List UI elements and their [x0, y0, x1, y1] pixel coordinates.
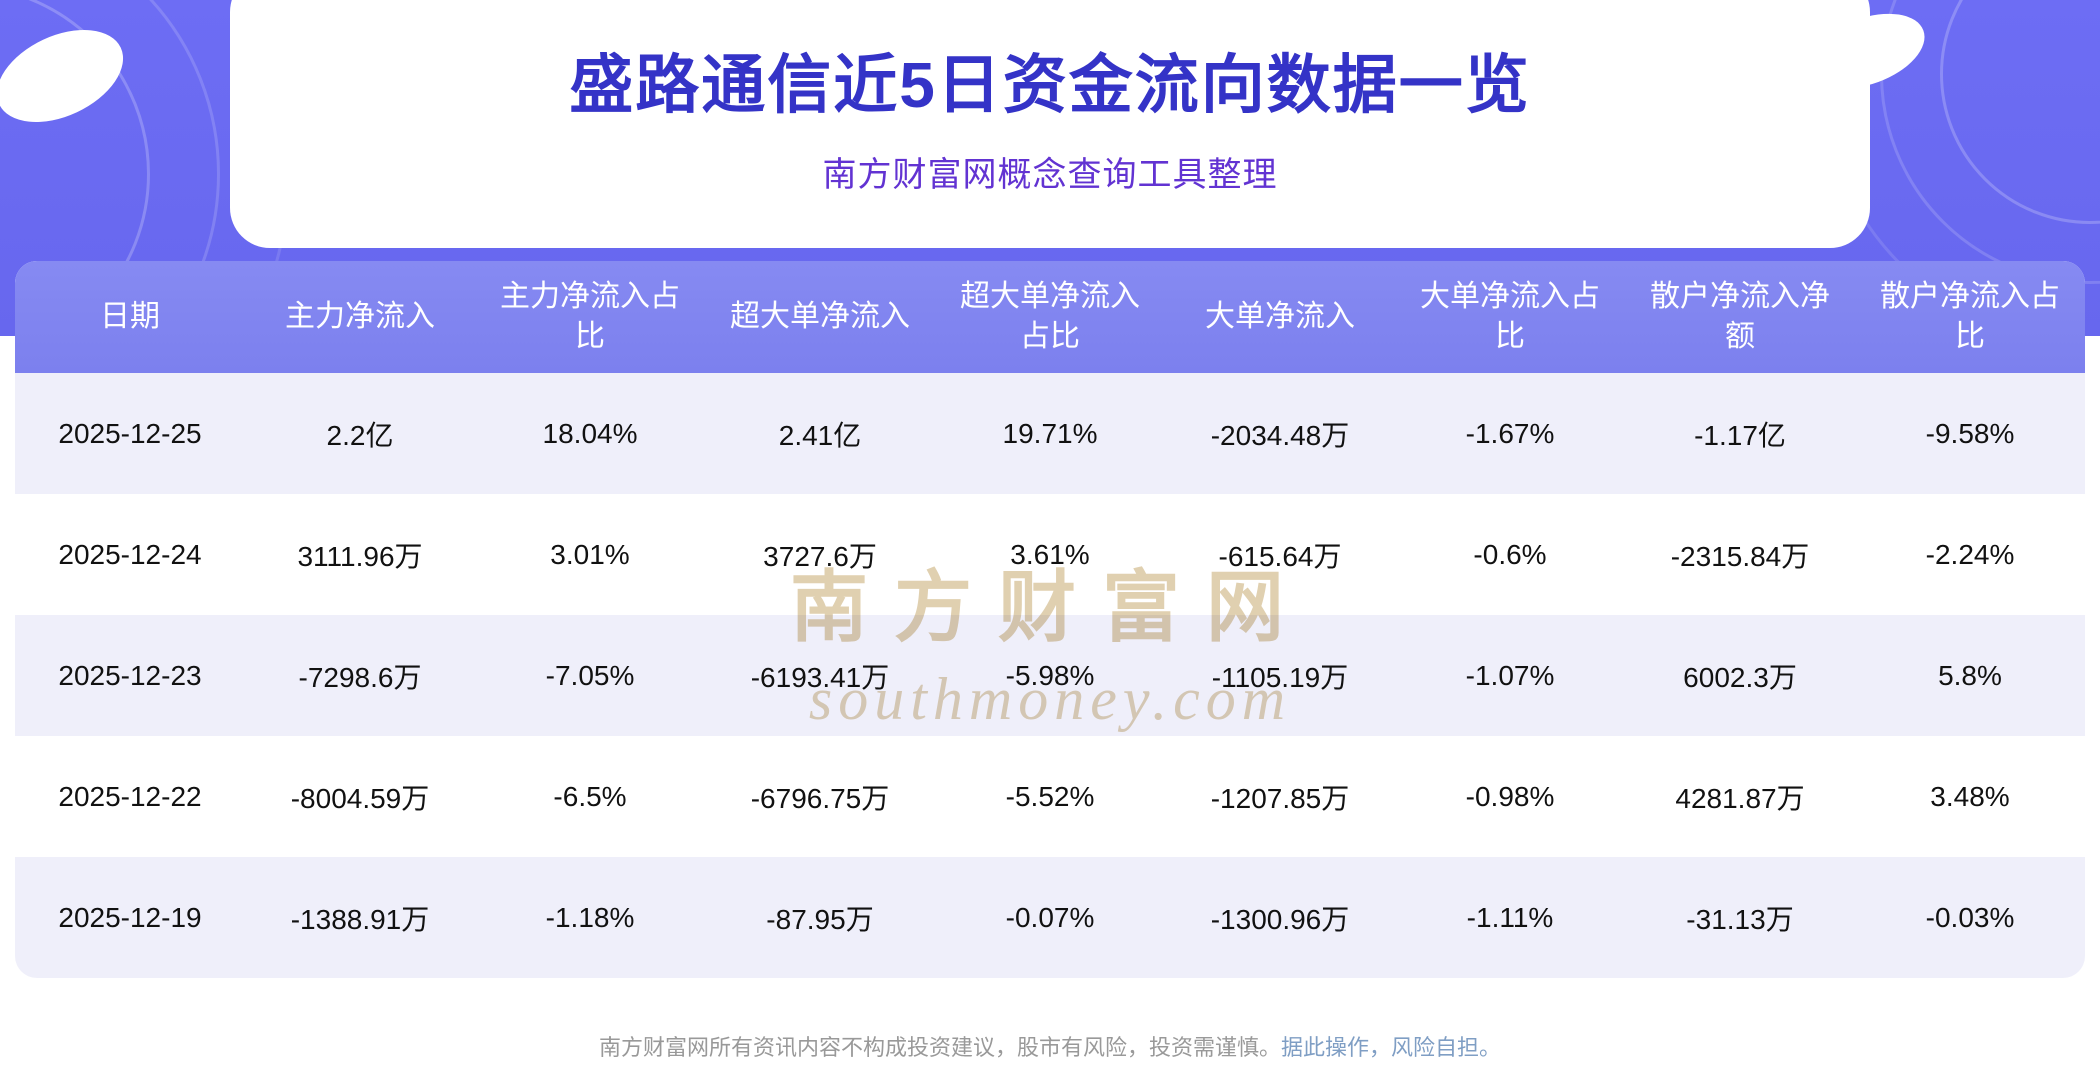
- column-header: 超大单净流入: [730, 299, 910, 333]
- value-cell: -0.07%: [1005, 901, 1095, 933]
- value-cell: -1.11%: [1466, 901, 1554, 933]
- value-cell: 3727.6万: [763, 540, 877, 572]
- value-cell: -2034.48万: [1210, 419, 1350, 451]
- value-cell: -6193.41万: [750, 661, 890, 693]
- value-cell: -1.67%: [1465, 417, 1555, 449]
- table-row: 2025-12-25 2.2亿 18.04% 2.41亿 19.71% -2034.48万…: [15, 373, 2085, 494]
- value-cell: -6.5%: [553, 780, 627, 812]
- column-header: 主力净流入占比: [500, 279, 680, 354]
- disclaimer-text: 南方财富网所有资讯内容不构成投资建议，股市有风险，投资需谨慎。: [598, 1035, 1281, 1060]
- column-header: 超大单净流入占比: [960, 279, 1140, 354]
- value-cell: 4281.87万: [1675, 782, 1805, 814]
- value-cell: 2.41亿: [778, 419, 862, 451]
- value-cell: -1105.19万: [1211, 661, 1349, 693]
- title-card: 盛路通信近5日资金流向数据一览 南方财富网概念查询工具整理: [230, 0, 1870, 248]
- column-header: 大单净流入: [1205, 299, 1355, 333]
- date-cell: 2025-12-23: [58, 659, 202, 691]
- column-header: 主力净流入: [285, 299, 435, 333]
- column-header: 大单净流入占比: [1420, 279, 1600, 354]
- value-cell: 5.8%: [1938, 659, 2002, 691]
- value-cell: -1300.96万: [1210, 903, 1350, 935]
- date-cell: 2025-12-25: [58, 417, 202, 449]
- value-cell: -1388.91万: [290, 903, 430, 935]
- value-cell: -0.03%: [1925, 901, 2015, 933]
- value-cell: -1207.85万: [1210, 782, 1350, 814]
- value-cell: 3.48%: [1930, 780, 2010, 812]
- value-cell: -5.52%: [1005, 780, 1095, 812]
- column-header: 散户净流入净额: [1650, 279, 1830, 354]
- table-row: 2025-12-23 -7298.6万 -7.05% -6193.41万 -5.98% -…: [15, 615, 2085, 736]
- value-cell: -6796.75万: [750, 782, 890, 814]
- table-body: 2025-12-25 2.2亿 18.04% 2.41亿 19.71% -2034.48万…: [15, 373, 2085, 978]
- value-cell: -0.6%: [1473, 538, 1547, 570]
- value-cell: -5.98%: [1005, 659, 1095, 691]
- value-cell: 6002.3万: [1683, 661, 1797, 693]
- table-row: 2025-12-22 -8004.59万 -6.5% -6796.75万 -5.52% -…: [15, 736, 2085, 857]
- value-cell: 18.04%: [542, 417, 638, 449]
- fund-flow-table: 日期 主力净流入 主力净流入占比 超大单净流入 超大单净流入占比 大单净流入 大单净流入占比…: [15, 261, 2085, 978]
- page-subtitle: 南方财富网概念查询工具整理: [822, 156, 1278, 195]
- value-cell: -87.95万: [766, 903, 874, 935]
- value-cell: -2315.84万: [1670, 540, 1810, 572]
- disclaimer-tail-text: 据此操作，风险自担。: [1281, 1035, 1502, 1060]
- date-cell: 2025-12-24: [58, 538, 202, 570]
- value-cell: 3.61%: [1010, 538, 1090, 570]
- value-cell: -8004.59万: [290, 782, 430, 814]
- value-cell: 2.2亿: [326, 419, 394, 451]
- value-cell: -2.24%: [1925, 538, 2015, 570]
- disclaimer: 南方财富网所有资讯内容不构成投资建议，股市有风险，投资需谨慎。据此操作，风险自担…: [0, 1030, 2100, 1062]
- value-cell: -1.18%: [545, 901, 635, 933]
- value-cell: 3.01%: [550, 538, 630, 570]
- value-cell: -7.05%: [545, 659, 635, 691]
- date-cell: 2025-12-19: [58, 901, 202, 933]
- table-row: 2025-12-19 -1388.91万 -1.18% -87.95万 -0.07% -1…: [15, 857, 2085, 978]
- column-header: 散户净流入占比: [1880, 279, 2060, 354]
- value-cell: -7298.6万: [298, 661, 422, 693]
- value-cell: 3111.96万: [297, 540, 423, 572]
- value-cell: -615.64万: [1218, 540, 1342, 572]
- table-header-row: 日期 主力净流入 主力净流入占比 超大单净流入 超大单净流入占比 大单净流入 大单净流入占比…: [15, 261, 2085, 373]
- page-title: 盛路通信近5日资金流向数据一览: [569, 48, 1531, 121]
- date-cell: 2025-12-22: [58, 780, 202, 812]
- value-cell: -0.98%: [1465, 780, 1555, 812]
- table-row: 2025-12-24 3111.96万 3.01% 3727.6万 3.61% -615.…: [15, 494, 2085, 615]
- value-cell: 19.71%: [1002, 417, 1098, 449]
- value-cell: -1.17亿: [1694, 419, 1786, 451]
- value-cell: -31.13万: [1686, 903, 1794, 935]
- value-cell: -1.07%: [1465, 659, 1555, 691]
- value-cell: -9.58%: [1925, 417, 2015, 449]
- column-header: 日期: [100, 299, 160, 333]
